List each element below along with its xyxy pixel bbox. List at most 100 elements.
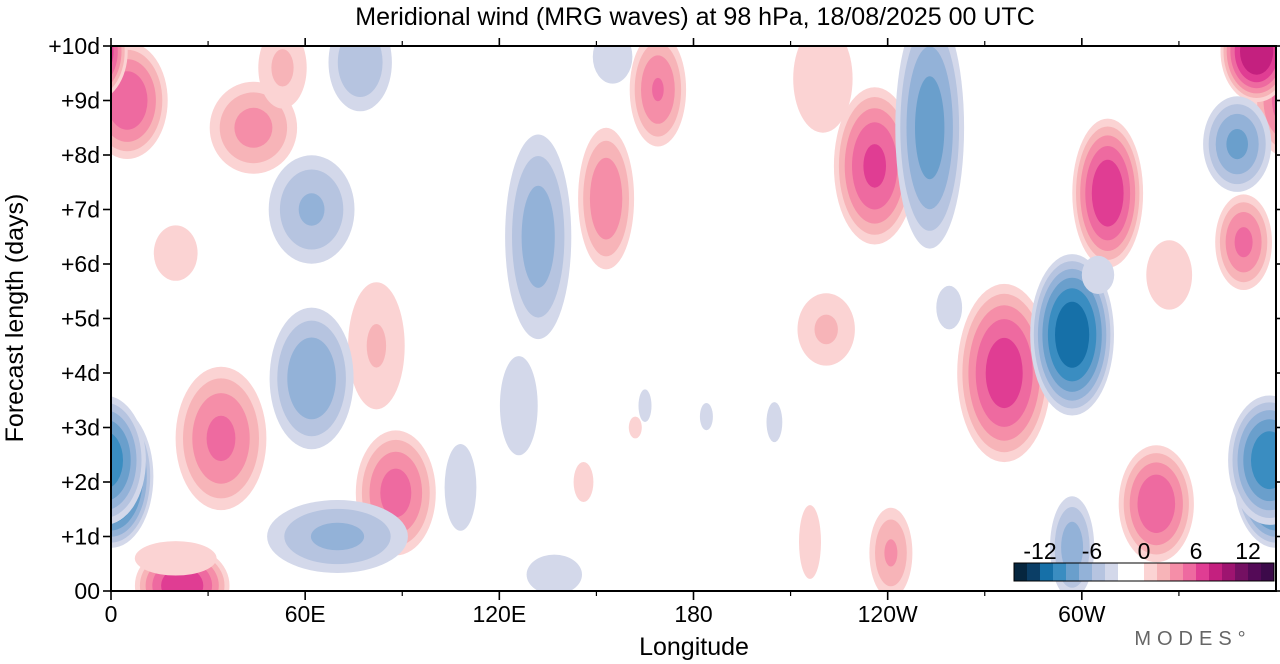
contour-band [111,433,123,488]
contour-band [793,46,853,133]
colorbar-swatch [1053,563,1067,581]
colorbar-label: 0 [1138,538,1151,564]
y-tick-label: +8d [61,142,100,168]
contour-band [1234,227,1253,258]
y-tick-label: 00 [74,578,100,604]
x-tick-label: 60W [1058,601,1106,627]
contour-feature [766,402,783,443]
colorbar-swatch [1105,563,1119,581]
colorbar-frame [1013,562,1275,582]
contour-feature [499,356,538,456]
contour-feature [526,554,582,591]
contour-band [628,416,642,439]
contour-feature [134,541,217,576]
contour-feature [799,505,821,579]
contour-feature [444,444,477,531]
contour-feature [793,46,853,133]
colorbar-swatch [1118,563,1132,581]
contour-band [915,76,945,180]
contour-feature [1072,118,1144,268]
contour-band [638,389,652,423]
contour-band [573,462,594,502]
contour-band [444,444,477,531]
contour-feature [1146,240,1193,310]
colorbar-swatch [1157,563,1171,581]
contour-band [936,285,963,330]
colorbar-swatch [1027,563,1041,581]
colorbar-swatch [1131,563,1145,581]
contour-feature [869,507,913,591]
contour-band [592,46,633,84]
contour-feature [1203,96,1272,192]
contour-feature [638,389,652,423]
contour-feature [258,46,307,109]
colorbar-swatch [1248,563,1262,581]
y-tick-label: +9d [61,88,100,114]
colorbar-swatch [1183,563,1197,581]
colorbar-swatch [1261,563,1275,581]
y-tick-label: +2d [61,469,100,495]
contour-fill-layer [111,46,1276,591]
contour-feature [573,462,594,502]
colorbar-swatch [1222,563,1236,581]
contour-feature [328,46,392,112]
contour-band [153,225,198,281]
contour-feature [153,225,198,281]
x-tick-label: 120E [472,601,526,627]
contour-band [310,522,365,551]
contour-band [1061,521,1084,574]
y-axis-label: Forecast length (days) [1,194,29,443]
colorbar: -12 -6 0 6 12 [1013,538,1275,582]
contour-band [799,505,821,579]
contour-feature [629,46,687,147]
contour-band [1137,474,1176,533]
contour-feature [268,155,355,264]
y-axis: 00 +1d +2d +3d +4d +5d +6d +7d +8d +9d +10d [48,33,1280,604]
contour-band [1226,129,1248,160]
contour-band [884,539,898,567]
x-axis: 0 60E 120E 180 120W 60W [105,38,1180,627]
colorbar-swatch [1066,563,1080,581]
contour-feature [111,46,1276,103]
contour-band [134,541,217,576]
contour-feature [957,283,1052,463]
contour-band [234,107,273,148]
contour-band [1146,240,1193,310]
contour-band [1240,46,1274,75]
x-axis-label: Longitude [639,633,749,661]
y-tick-label: +4d [61,360,100,386]
colorbar-swatch [1209,563,1223,581]
contour-feature [267,500,408,573]
contour-feature [269,307,354,450]
contour-feature [1215,194,1272,290]
contour-feature [797,293,855,366]
y-tick-label: +10d [48,33,100,59]
contour-feature [833,87,916,245]
contour-band [111,71,148,130]
contour-band [863,144,886,188]
colorbar-label: -6 [1082,538,1102,564]
contour-feature [628,416,642,439]
x-tick-label: 60E [285,601,326,627]
contour-band [366,324,387,368]
y-tick-label: +7d [61,197,100,223]
contour-feature [348,282,405,410]
contour-feature [699,403,713,431]
y-tick-label: +3d [61,415,100,441]
contour-feature [895,46,965,249]
colorbar-swatch [1014,563,1028,581]
contour-band [1251,431,1276,490]
contour-band [985,337,1023,409]
contour-band [337,46,383,97]
contour-feature [1118,445,1194,563]
y-tick-label: +5d [61,306,100,332]
contour-band [521,185,555,288]
contour-feature [1081,255,1115,294]
colorbar-swatch [1196,563,1210,581]
contour-band [1055,301,1090,368]
contour-band [271,49,294,87]
colorbar-swatch [1235,563,1249,581]
contour-band [1081,255,1115,294]
contour-feature [175,366,267,511]
